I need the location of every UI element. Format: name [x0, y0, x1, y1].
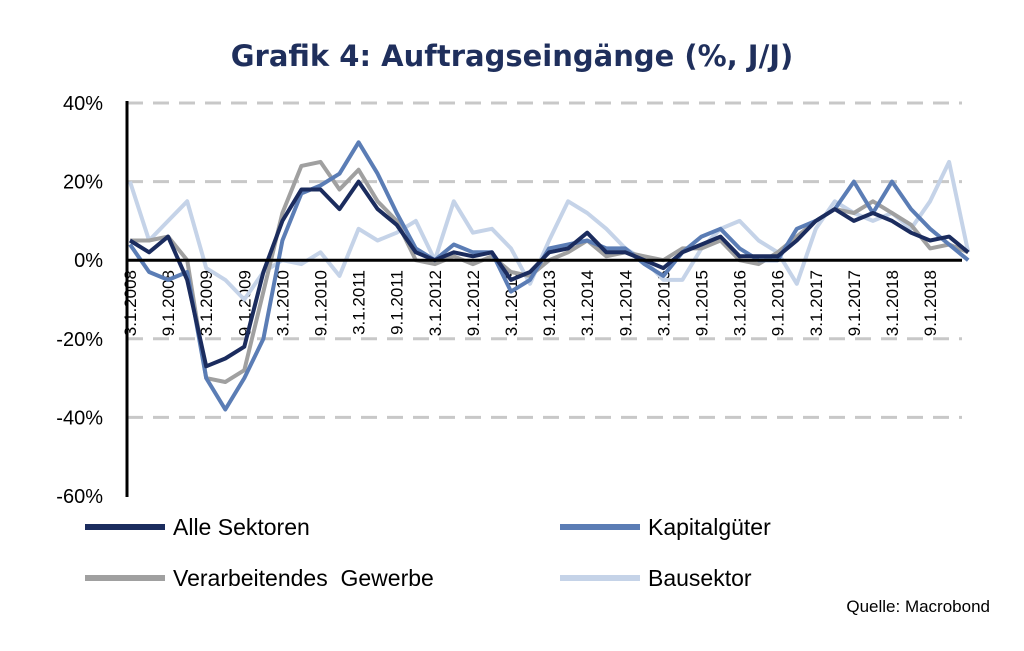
x-tick-label: 9.1.2017 — [845, 270, 864, 336]
x-tick-label: 3.1.2018 — [883, 270, 902, 336]
legend: Alle Sektoren Kapitalgüter Verarbeitendes … — [85, 514, 771, 591]
y-tick-label: 20% — [63, 172, 103, 194]
x-tick-label: 9.1.2010 — [312, 270, 331, 336]
x-tick-label: 3.1.2017 — [807, 270, 826, 336]
x-tick-label: 3.1.2012 — [426, 270, 445, 336]
x-tick-label: 9.1.2018 — [921, 270, 940, 336]
x-tick-label: 9.1.2016 — [769, 270, 788, 336]
x-tick-label: 3.1.2014 — [578, 270, 597, 336]
x-tick-label: 3.1.2016 — [731, 270, 750, 336]
x-tick-label: 9.1.2011 — [388, 270, 407, 335]
y-tick-label: -20% — [56, 329, 103, 351]
x-tick-label: 9.1.2008 — [159, 270, 178, 336]
x-tick-label: 9.1.2014 — [616, 270, 635, 336]
chart-title: Grafik 4: Auftragseingänge (%, J/J) — [231, 39, 793, 73]
x-tick-label: 9.1.2012 — [464, 270, 483, 336]
series-line-alle-sektoren — [128, 179, 970, 369]
x-axis-ticks: 3.1.2008 9.1.2008 3.1.2009 9.1.2009 3.1.2010… — [121, 270, 940, 336]
y-tick-label: 40% — [63, 93, 103, 115]
source-note: Quelle: Macrobond — [846, 597, 990, 616]
x-tick-label: 9.1.2015 — [693, 270, 712, 336]
legend-label: Verarbeitendes Gewerbe — [173, 565, 434, 591]
x-tick-label: 3.1.2010 — [273, 270, 292, 336]
y-axis-ticks: 40% 20% 0% -20% -40% -60% — [56, 93, 103, 508]
gridlines — [127, 101, 962, 419]
legend-label: Bausektor — [648, 565, 752, 591]
x-tick-label: 9.1.2013 — [540, 270, 559, 336]
x-tick-label: 3.1.2015 — [654, 270, 673, 336]
x-tick-label: 3.1.2011 — [350, 270, 369, 335]
x-tick-label: 3.1.2009 — [197, 270, 216, 336]
legend-label: Kapitalgüter — [648, 514, 771, 540]
y-tick-label: -40% — [56, 407, 103, 429]
y-tick-label: -60% — [56, 486, 103, 508]
y-tick-label: 0% — [74, 250, 103, 272]
x-tick-label: 3.1.2008 — [121, 270, 140, 336]
legend-label: Alle Sektoren — [173, 514, 310, 540]
